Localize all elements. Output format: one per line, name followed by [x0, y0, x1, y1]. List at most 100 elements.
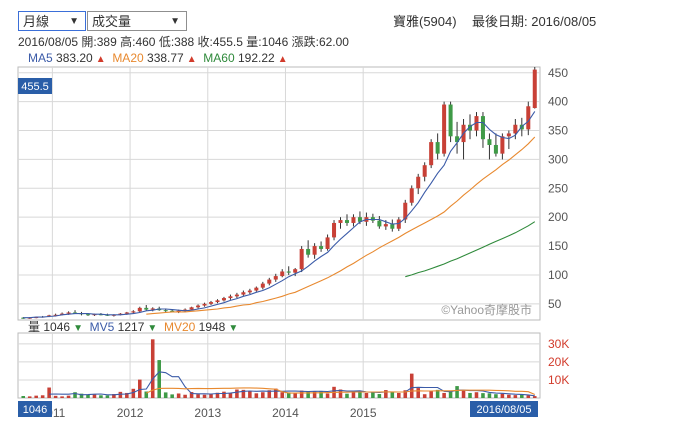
candle-body [532, 69, 537, 109]
volume-bar [228, 392, 233, 398]
candle-body [487, 139, 492, 145]
volume-bar [520, 394, 524, 398]
volume-bar [364, 392, 369, 398]
dropdown-arrow-icon: ▼ [170, 16, 180, 27]
volume-bar [494, 394, 498, 398]
candle-body [383, 224, 388, 227]
price-tick-label: 400 [548, 95, 568, 109]
volume-bar [157, 360, 161, 398]
volume-bar [468, 392, 472, 398]
volume-bar [73, 392, 77, 398]
volume-bar [319, 390, 323, 398]
volume-bar [526, 395, 531, 398]
candle-body [202, 303, 207, 306]
volume-bar [99, 395, 103, 398]
x-tick-label: 2012 [117, 406, 144, 420]
up-arrow-icon: ▲ [277, 54, 288, 65]
candle-body [513, 124, 518, 134]
volume-bar [435, 389, 440, 398]
up-arrow-icon: ▲ [95, 54, 106, 65]
ohlc-high: 高:460 [120, 35, 156, 49]
candle-body [435, 142, 440, 154]
volume-bar [92, 394, 97, 398]
volume-bar [299, 390, 304, 398]
date-tag-label: 2016/08/05 [476, 404, 531, 416]
candle-body [53, 314, 58, 316]
ma20-label: MA20 [112, 51, 144, 65]
candle-body [247, 290, 252, 293]
volume-bar [513, 395, 518, 398]
candle-body [163, 310, 168, 312]
candle-body [370, 217, 375, 221]
candle-body [377, 220, 382, 227]
volume-bar [215, 392, 220, 398]
ma20-value: 338.77 [147, 51, 184, 65]
volume-bar [47, 387, 51, 398]
volume-bar [306, 391, 310, 398]
candle-body [176, 310, 181, 312]
volume-bar [448, 390, 453, 398]
ma20-line [146, 136, 536, 315]
candle-body [273, 276, 278, 280]
last-date: 最後日期: 2016/08/05 [472, 14, 597, 29]
ohlc-info: 2016/08/05 開:389 高:460 低:388 收:455.5 量:1… [18, 33, 349, 50]
volume-bar [286, 392, 291, 398]
price-panel [17, 66, 541, 321]
volume-bar [125, 392, 129, 398]
volume-bar [202, 394, 207, 398]
volume-bar [507, 394, 511, 398]
dropdown-arrow-icon: ▼ [69, 16, 79, 27]
candle-body [85, 314, 90, 316]
watermark: ©Yahoo奇摩股市 [441, 302, 532, 317]
price-tick-label: 150 [548, 239, 568, 253]
up-arrow-icon: ▲ [186, 54, 197, 65]
volume-bar [105, 395, 110, 398]
candle-body [506, 133, 511, 137]
volume-bar [189, 392, 194, 398]
volume-tag-label: 1046 [23, 404, 47, 416]
volume-bar [150, 339, 155, 398]
candle-body [286, 271, 291, 273]
period-select[interactable]: 月線 ▼ [18, 11, 86, 31]
candle-body [293, 269, 298, 273]
ohlc-date: 2016/08/05 [18, 35, 79, 49]
volume-bar [338, 389, 343, 398]
candle-body [351, 217, 356, 223]
candle-body [442, 104, 447, 154]
candle-body [299, 248, 304, 270]
candle-body [234, 294, 239, 297]
volume-bar [409, 373, 414, 398]
candle-body [196, 305, 201, 308]
volume-bar [79, 393, 84, 398]
volume-bar [345, 393, 349, 398]
candle-body [409, 188, 414, 203]
indicator-select-value: 成交量 [92, 14, 132, 29]
volume-bar [209, 394, 213, 398]
candle-body [468, 124, 473, 131]
ma60-line [405, 221, 536, 278]
volume-bar [312, 391, 317, 398]
ma60-label: MA60 [203, 51, 235, 65]
candle-body [241, 292, 246, 295]
volume-bar [293, 392, 297, 398]
volume-bar [397, 392, 401, 398]
volume-bar [500, 393, 505, 398]
volume-tick-label: 20K [548, 355, 569, 369]
date-tag [470, 401, 538, 417]
volume-bar [416, 388, 420, 398]
x-tick-label: 2014 [272, 406, 299, 420]
volume-bar [455, 386, 459, 398]
down-arrow-icon: ▼ [73, 323, 83, 334]
mv20-line [146, 387, 536, 396]
candle-body [254, 287, 259, 291]
candle-body [500, 136, 505, 154]
volume-bar [248, 390, 252, 398]
candle-body [118, 313, 123, 315]
indicator-select[interactable]: 成交量 ▼ [87, 11, 187, 31]
price-tag [18, 78, 52, 94]
candle-body [312, 246, 317, 255]
stock-name: 寶雅(5904) [393, 14, 457, 29]
volume-bar [422, 394, 427, 398]
volume-bar [183, 394, 187, 398]
